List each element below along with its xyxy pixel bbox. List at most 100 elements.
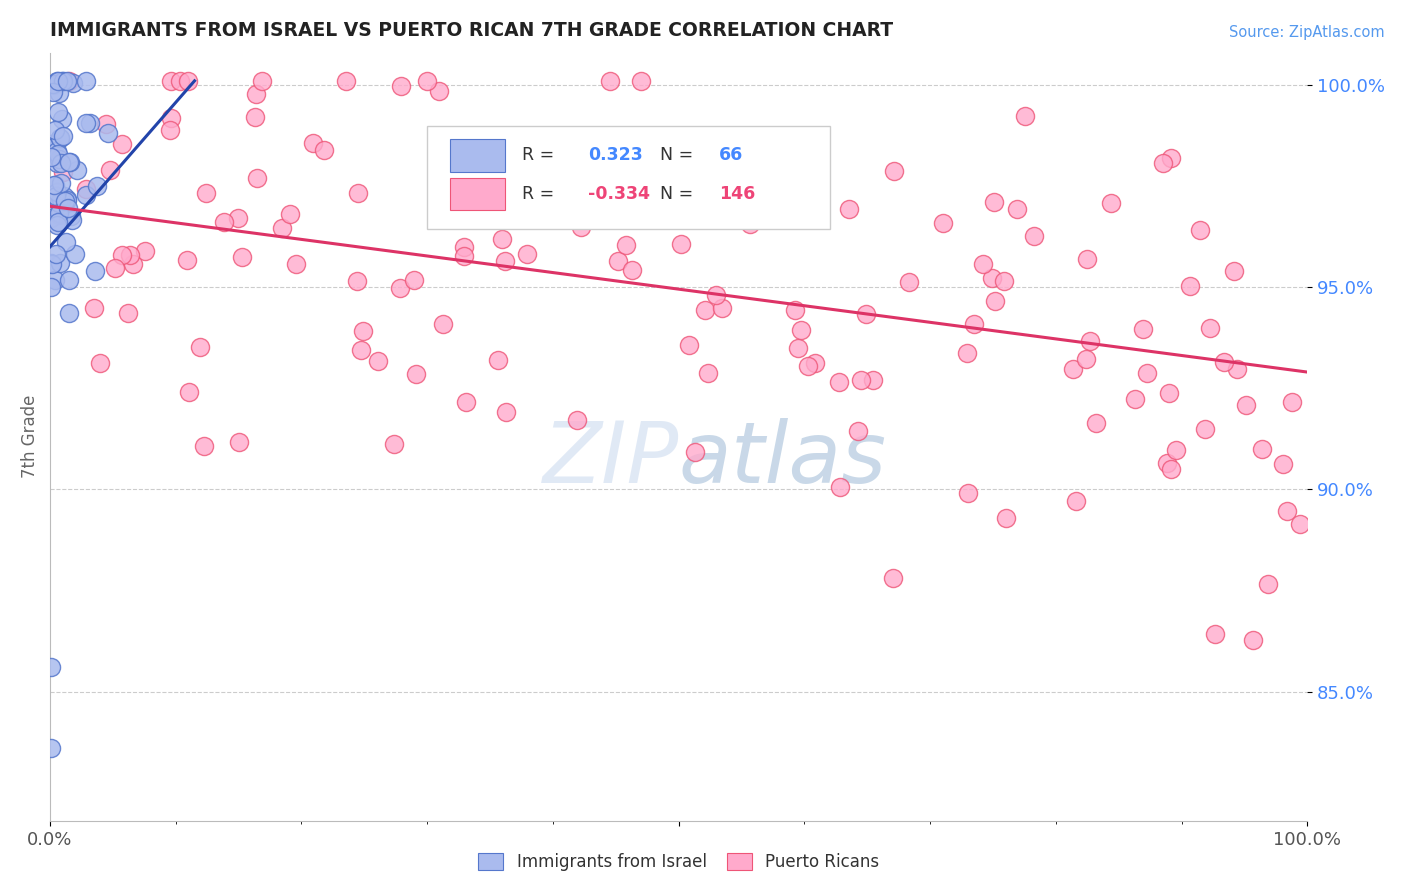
Point (52, 128, 75, 143)
Point (226, 211, 249, 225)
Point (1160, 462, 1182, 476)
Point (278, 207, 301, 221)
Point (51, 112, 73, 126)
Point (1156, 456, 1178, 470)
Point (453, 240, 475, 254)
Point (697, 366, 720, 380)
Text: R =: R = (522, 146, 560, 164)
Point (111, 248, 134, 262)
Point (464, 210, 486, 224)
Point (212, 215, 235, 229)
Point (120, 248, 142, 262)
Point (86, 179, 108, 194)
Text: Source: ZipAtlas.com: Source: ZipAtlas.com (1229, 25, 1385, 40)
Point (58, 155, 80, 169)
Point (188, 340, 211, 354)
Point (1014, 109, 1036, 123)
Point (855, 307, 877, 321)
Point (432, 317, 454, 331)
Point (46, 146, 69, 161)
Point (45, 185, 67, 199)
Point (1281, 395, 1303, 409)
Point (565, 413, 588, 427)
Point (271, 220, 294, 235)
Point (312, 143, 335, 157)
Point (616, 130, 638, 145)
Point (39, 211, 62, 226)
Point (117, 306, 139, 320)
Point (45, 156, 67, 170)
Point (104, 261, 127, 276)
Point (405, 368, 427, 382)
Point (63, 247, 86, 261)
Point (1152, 156, 1174, 170)
Point (94, 117, 117, 131)
Point (1188, 223, 1211, 237)
Point (51, 74, 73, 88)
Point (195, 186, 218, 201)
Point (193, 439, 215, 453)
Point (738, 217, 761, 231)
Point (983, 195, 1005, 210)
Point (787, 341, 810, 355)
Point (75, 116, 97, 130)
Text: atlas: atlas (679, 418, 887, 501)
Point (48, 86, 70, 100)
FancyBboxPatch shape (450, 139, 505, 171)
Point (48, 208, 70, 222)
Point (79, 116, 101, 130)
Point (56, 192, 79, 206)
Point (39, 137, 62, 152)
Point (52, 165, 75, 179)
Point (1159, 386, 1181, 401)
Point (44, 273, 66, 287)
Point (58, 74, 80, 88)
Point (786, 136, 808, 150)
Point (1213, 355, 1236, 369)
Point (284, 257, 307, 271)
Point (1223, 264, 1246, 278)
Point (785, 302, 807, 317)
Point (505, 201, 527, 215)
Point (1064, 494, 1087, 508)
Point (231, 250, 253, 264)
Point (46, 105, 69, 120)
Point (134, 244, 156, 259)
Point (46, 74, 69, 88)
Point (984, 293, 1007, 308)
Point (1160, 151, 1182, 165)
Point (828, 480, 851, 494)
Point (55, 193, 77, 207)
Text: -0.334: -0.334 (588, 185, 650, 202)
Point (367, 354, 389, 368)
Point (75, 74, 97, 88)
Text: N =: N = (659, 185, 699, 202)
Point (495, 405, 517, 419)
Point (346, 186, 368, 200)
Point (683, 444, 706, 458)
Point (41, 257, 63, 271)
Point (630, 74, 652, 88)
Point (250, 74, 273, 88)
Point (42, 78, 65, 93)
Point (1257, 576, 1279, 591)
Text: 0.323: 0.323 (588, 146, 643, 164)
Point (1226, 361, 1249, 376)
Point (83, 301, 105, 316)
Point (49, 130, 72, 145)
Point (931, 216, 953, 230)
Point (49, 177, 72, 191)
Point (41, 280, 63, 294)
Point (96, 126, 118, 140)
Point (122, 258, 145, 272)
Point (599, 74, 621, 88)
Point (1005, 202, 1028, 216)
Point (1204, 627, 1226, 641)
Point (111, 136, 134, 151)
Point (46, 144, 69, 158)
Point (1198, 321, 1220, 335)
Point (882, 571, 904, 585)
Point (1076, 252, 1098, 266)
Point (228, 434, 250, 449)
Point (56, 201, 79, 215)
